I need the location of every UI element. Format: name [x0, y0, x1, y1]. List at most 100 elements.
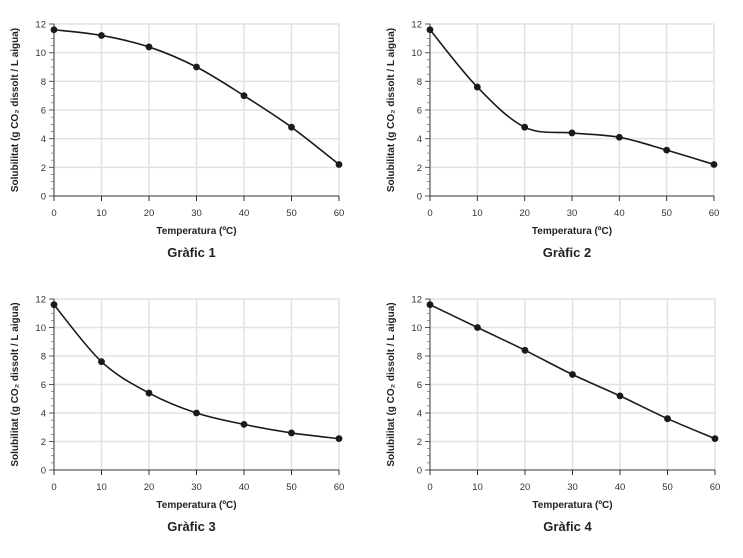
- data-point: [473, 83, 481, 91]
- y-tick-label: 2: [41, 437, 46, 448]
- x-tick-label: 30: [567, 482, 578, 493]
- y-tick-label: 12: [411, 20, 422, 31]
- y-tick-label: 12: [35, 20, 46, 31]
- data-point: [663, 146, 671, 154]
- chart-1: 0 2 4 6 8 10 12 0 10 20 30 40 50 60 Temperatura (ºC) So…: [10, 20, 344, 261]
- x-tick-label: 60: [710, 482, 721, 493]
- chart-title: Gràfic 1: [167, 245, 215, 260]
- y-tick-label: 8: [417, 77, 422, 88]
- x-tick-label: 10: [96, 208, 107, 219]
- data-point: [335, 435, 343, 443]
- y-tick-label: 8: [41, 77, 46, 88]
- x-tick-label: 50: [662, 482, 673, 493]
- chart-title: Gràfic 3: [167, 519, 215, 534]
- x-tick-label: 40: [615, 482, 626, 493]
- y-tick-label: 0: [417, 466, 422, 477]
- y-tick-label: 12: [35, 295, 46, 306]
- chart-title: Gràfic 2: [543, 245, 591, 260]
- y-tick-label: 6: [41, 380, 46, 391]
- data-point: [710, 161, 718, 168]
- x-tick-label: 30: [191, 208, 202, 219]
- data-point: [521, 123, 529, 131]
- data-point: [288, 123, 295, 131]
- y-axis-label: Solubilitat (g CO₂ dissolt / L aigua): [386, 302, 397, 466]
- data-point: [50, 301, 58, 309]
- data-point: [664, 415, 671, 423]
- y-tick-label: 10: [411, 323, 422, 334]
- y-tick-label: 2: [417, 163, 422, 174]
- chart-2: 0 2 4 6 8 10 12 0 10 20 30 40 50 60 Temperatura (ºC) So…: [386, 20, 719, 261]
- data-point: [569, 371, 576, 378]
- x-tick-label: 60: [334, 482, 345, 493]
- y-tick-label: 4: [417, 409, 422, 420]
- x-tick-label: 40: [614, 208, 625, 219]
- x-tick-label: 30: [567, 208, 578, 219]
- data-point: [98, 32, 105, 39]
- data-point: [145, 43, 153, 51]
- x-tick-label: 0: [51, 208, 56, 219]
- y-tick-label: 12: [411, 295, 422, 306]
- y-axis-label: Solubilitat (g CO₂ dissolt / L aigua): [10, 302, 21, 466]
- y-tick-label: 2: [41, 163, 46, 174]
- data-point: [98, 358, 105, 366]
- chart-4: 0 2 4 6 8 10 12 0 10 20 30 40 50 60 Temperatura (ºC) So…: [386, 295, 720, 535]
- data-point: [240, 92, 248, 100]
- x-tick-label: 40: [239, 208, 250, 219]
- x-tick-label: 40: [239, 482, 250, 493]
- data-point: [240, 421, 248, 428]
- data-point: [616, 392, 624, 400]
- data-point: [50, 26, 58, 34]
- y-tick-label: 6: [417, 380, 422, 391]
- y-tick-label: 8: [41, 352, 46, 363]
- y-tick-label: 8: [417, 352, 422, 363]
- data-point: [335, 161, 343, 168]
- data-point: [568, 129, 576, 137]
- y-tick-label: 10: [35, 323, 46, 334]
- x-axis-label: Temperatura (ºC): [156, 226, 236, 237]
- y-tick-label: 0: [41, 192, 46, 203]
- y-tick-label: 4: [417, 134, 422, 145]
- x-tick-label: 0: [427, 482, 432, 493]
- chart-3: 0 2 4 6 8 10 12 0 10 20 30 40 50 60 Temperatura (ºC) So…: [10, 295, 344, 535]
- y-tick-label: 10: [411, 48, 422, 59]
- x-tick-label: 50: [286, 482, 297, 493]
- x-tick-label: 60: [709, 208, 720, 219]
- x-tick-label: 20: [519, 208, 530, 219]
- y-axis-label: Solubilitat (g CO₂ dissolt / L aigua): [386, 28, 397, 192]
- y-tick-label: 2: [417, 437, 422, 448]
- data-point: [193, 409, 200, 417]
- x-tick-label: 10: [472, 208, 483, 219]
- data-point: [288, 429, 295, 437]
- x-tick-label: 30: [191, 482, 202, 493]
- y-tick-label: 0: [41, 466, 46, 477]
- data-point: [193, 63, 200, 71]
- data-point: [426, 301, 434, 309]
- x-tick-label: 50: [661, 208, 672, 219]
- y-tick-label: 0: [417, 192, 422, 203]
- x-tick-label: 10: [96, 482, 107, 493]
- y-tick-label: 6: [41, 106, 46, 117]
- data-point: [426, 26, 434, 34]
- x-tick-label: 50: [286, 208, 297, 219]
- data-point: [711, 435, 719, 443]
- x-tick-label: 20: [144, 482, 155, 493]
- x-tick-label: 20: [520, 482, 531, 493]
- x-tick-label: 10: [472, 482, 483, 493]
- y-tick-label: 10: [35, 48, 46, 59]
- x-tick-label: 60: [334, 208, 345, 219]
- x-axis-label: Temperatura (ºC): [156, 500, 236, 511]
- x-axis-label: Temperatura (ºC): [532, 500, 612, 511]
- x-tick-label: 0: [427, 208, 432, 219]
- x-tick-label: 0: [51, 482, 56, 493]
- data-point: [521, 346, 529, 354]
- data-point: [615, 133, 623, 141]
- chart-title: Gràfic 4: [543, 519, 592, 534]
- y-tick-label: 6: [417, 106, 422, 117]
- data-point: [474, 324, 481, 331]
- y-axis-label: Solubilitat (g CO₂ dissolt / L aigua): [10, 28, 21, 192]
- y-tick-label: 4: [41, 409, 46, 420]
- y-tick-label: 4: [41, 134, 46, 145]
- x-axis-label: Temperatura (ºC): [532, 226, 612, 237]
- x-tick-label: 20: [144, 208, 155, 219]
